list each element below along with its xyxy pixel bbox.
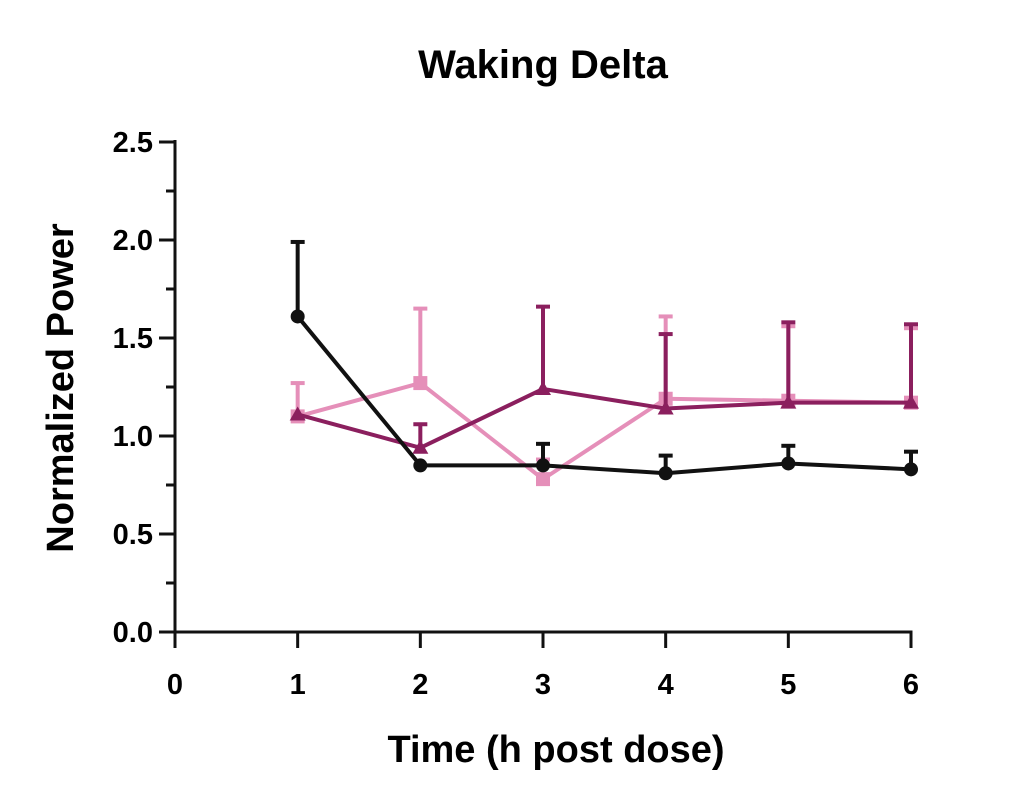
x-tick-label: 6 [903,669,919,701]
series-line [296,315,912,476]
data-point-circle [413,458,428,473]
y-axis-label: Normalized Power [40,223,82,553]
data-point-triangle [903,394,919,409]
y-tick-label: 2.5 [113,127,153,159]
series-layer [289,239,919,487]
data-point-square [536,472,550,487]
y-tick-label: 0.0 [113,617,153,649]
x-tick-label: 2 [412,669,428,701]
data-point-circle [536,458,550,473]
y-tick-label: 1.5 [113,323,153,355]
data-point-circle [781,456,796,471]
x-tick-label: 4 [658,669,674,701]
data-point-circle [658,466,673,481]
data-point-triangle [412,439,429,454]
data-point-circle [904,462,918,477]
x-tick-label: 1 [290,669,306,701]
x-axis-label: Time (h post dose) [387,729,724,771]
y-tick-label: 0.5 [113,519,153,551]
y-tick-label: 1.0 [113,421,153,453]
x-tick-label: 0 [167,669,183,701]
series-circle [290,239,918,481]
data-point-square [413,376,428,391]
data-point-triangle [780,394,797,409]
data-point-triangle [289,406,306,421]
x-tick-label: 3 [535,669,551,701]
data-point-triangle [535,380,551,395]
series-triangle [289,304,919,454]
axes: 0.0 0.5 1.0 1.5 2.0 2.5 0 1 2 3 4 5 6 [113,127,919,701]
y-tick-label: 2.0 [113,225,153,257]
x-tick-label: 5 [780,669,796,701]
chart-title: Waking Delta [418,43,668,87]
data-point-circle [290,309,305,324]
data-point-triangle [657,400,674,415]
